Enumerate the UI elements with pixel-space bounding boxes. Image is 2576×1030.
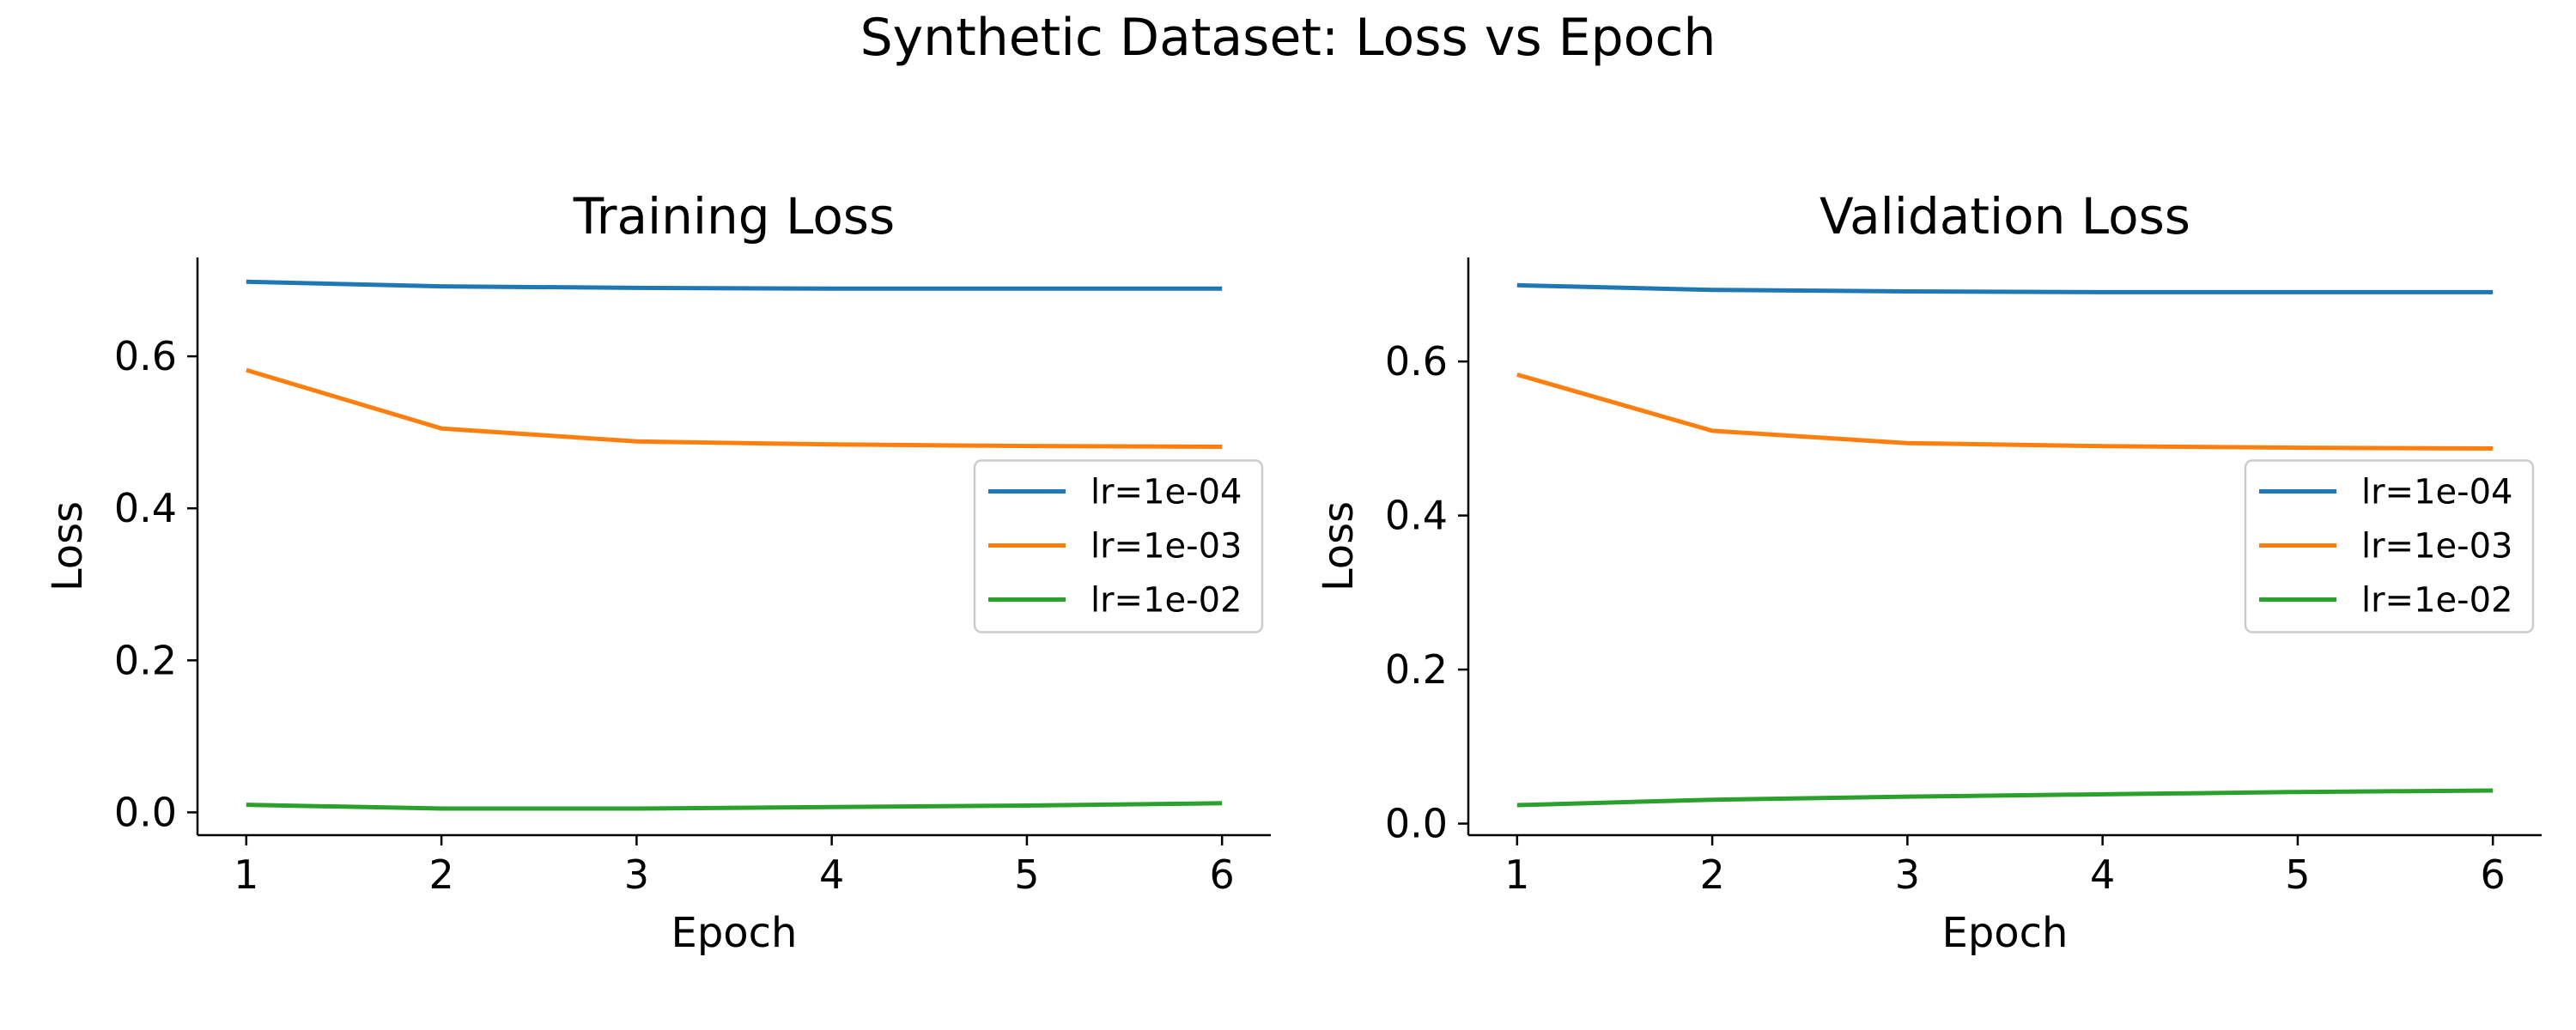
x-tick-label: 6 <box>1210 851 1235 898</box>
series-line-lr-1e-03 <box>246 367 1223 449</box>
legend-label: lr=1e-02 <box>1091 581 1242 621</box>
x-axis-label: Epoch <box>671 909 798 957</box>
x-tick-label: 6 <box>2481 851 2506 898</box>
legend: lr=1e-04 lr=1e-03 lr=1e-02 <box>2244 459 2535 633</box>
y-axis-label: Loss <box>44 501 92 591</box>
series-line-lr-1e-04 <box>246 279 1223 291</box>
y-tick-label: 0.6 <box>114 333 177 379</box>
y-tick-label: 0.2 <box>1385 646 1448 693</box>
x-tick-label: 3 <box>624 851 649 898</box>
subplot-title: Validation Loss <box>1820 187 2190 245</box>
subplot-2: Validation Loss 1 2 3 4 5 6 0.0 0.2 0.4 0.6 Epoch Lo… <box>1315 187 2542 957</box>
x-tick-label: 5 <box>2285 851 2310 898</box>
y-tick-label: 0.0 <box>114 789 177 835</box>
legend-label: lr=1e-04 <box>2361 473 2512 512</box>
legend-label: lr=1e-03 <box>2361 527 2512 566</box>
x-tick-label: 1 <box>1504 851 1529 898</box>
series-line-lr-1e-04 <box>1516 282 2494 294</box>
x-tick-label: 4 <box>2090 851 2115 898</box>
y-tick-label: 0.0 <box>1385 801 1448 847</box>
x-tick-label: 3 <box>1895 851 1920 898</box>
x-tick-label: 4 <box>819 851 844 898</box>
legend-label: lr=1e-02 <box>2361 581 2512 621</box>
x-axis-label: Epoch <box>1942 909 2069 957</box>
y-tick-label: 0.6 <box>1385 338 1448 385</box>
legend-frame <box>2244 459 2535 633</box>
legend: lr=1e-04 lr=1e-03 lr=1e-02 <box>973 459 1264 633</box>
y-tick-label: 0.2 <box>114 637 177 683</box>
y-tick-label: 0.4 <box>1385 493 1448 539</box>
subplot-1: Training Loss 1 2 3 4 5 6 0.0 0.2 0.4 0.6 Epoch Loss… <box>44 187 1271 957</box>
x-tick-label: 5 <box>1014 851 1039 898</box>
x-tick-label: 1 <box>234 851 258 898</box>
series-line-lr-1e-02 <box>246 801 1223 811</box>
legend-label: lr=1e-03 <box>1091 527 1242 566</box>
y-axis-label: Loss <box>1315 501 1363 591</box>
subplots: Training Loss 1 2 3 4 5 6 0.0 0.2 0.4 0.6 Epoch Loss… <box>44 187 2542 957</box>
series-line-lr-1e-02 <box>1516 788 2494 808</box>
subplot-title: Training Loss <box>573 187 896 245</box>
y-tick-label: 0.4 <box>114 485 177 531</box>
figure-title: Synthetic Dataset: Loss vs Epoch <box>860 8 1716 68</box>
series-line-lr-1e-03 <box>1516 372 2494 451</box>
x-tick-label: 2 <box>1699 851 1724 898</box>
legend-label: lr=1e-04 <box>1091 473 1242 512</box>
legend-frame <box>973 459 1264 633</box>
x-tick-label: 2 <box>428 851 453 898</box>
